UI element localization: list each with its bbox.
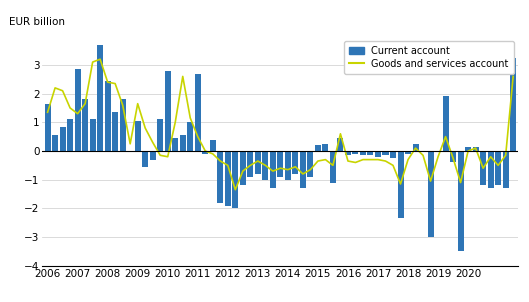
Bar [345,151,351,155]
Bar [120,99,126,151]
Bar [397,151,404,218]
Bar [60,127,66,151]
Text: EUR billion: EUR billion [9,17,65,27]
Bar [285,151,291,180]
Bar [405,151,411,154]
Bar [458,151,463,251]
Bar [420,151,426,153]
Bar [240,151,246,185]
Bar [375,151,381,157]
Bar [112,112,118,151]
Bar [82,99,88,151]
Bar [202,151,208,154]
Bar [307,151,313,177]
Bar [195,74,201,151]
Bar [232,151,239,208]
Bar [142,151,148,167]
Bar [225,151,231,205]
Bar [495,151,501,185]
Bar [67,119,73,151]
Bar [248,151,253,177]
Bar [75,69,80,151]
Bar [187,122,193,151]
Bar [270,151,276,188]
Bar [338,138,343,151]
Bar [44,104,51,151]
Bar [480,151,486,185]
Bar [157,119,163,151]
Bar [315,145,321,151]
Bar [510,58,516,151]
Bar [52,135,58,151]
Legend: Current account, Goods and services account: Current account, Goods and services acco… [344,41,514,74]
Bar [360,151,366,155]
Bar [503,151,509,188]
Bar [217,151,223,203]
Bar [300,151,306,188]
Bar [135,121,141,151]
Bar [450,151,456,162]
Bar [465,147,471,151]
Bar [382,151,388,155]
Bar [427,151,434,237]
Bar [105,81,111,151]
Bar [210,140,216,151]
Bar [472,147,479,151]
Bar [390,151,396,158]
Bar [127,151,133,153]
Bar [443,97,449,151]
Bar [180,135,186,151]
Bar [488,151,494,188]
Bar [89,119,96,151]
Bar [172,138,178,151]
Bar [97,45,103,151]
Bar [277,151,284,177]
Bar [413,144,418,151]
Bar [165,71,171,151]
Bar [150,151,156,159]
Bar [255,151,261,174]
Bar [322,144,329,151]
Bar [352,151,359,154]
Bar [330,151,336,182]
Bar [293,151,298,174]
Bar [262,151,268,180]
Bar [368,151,373,155]
